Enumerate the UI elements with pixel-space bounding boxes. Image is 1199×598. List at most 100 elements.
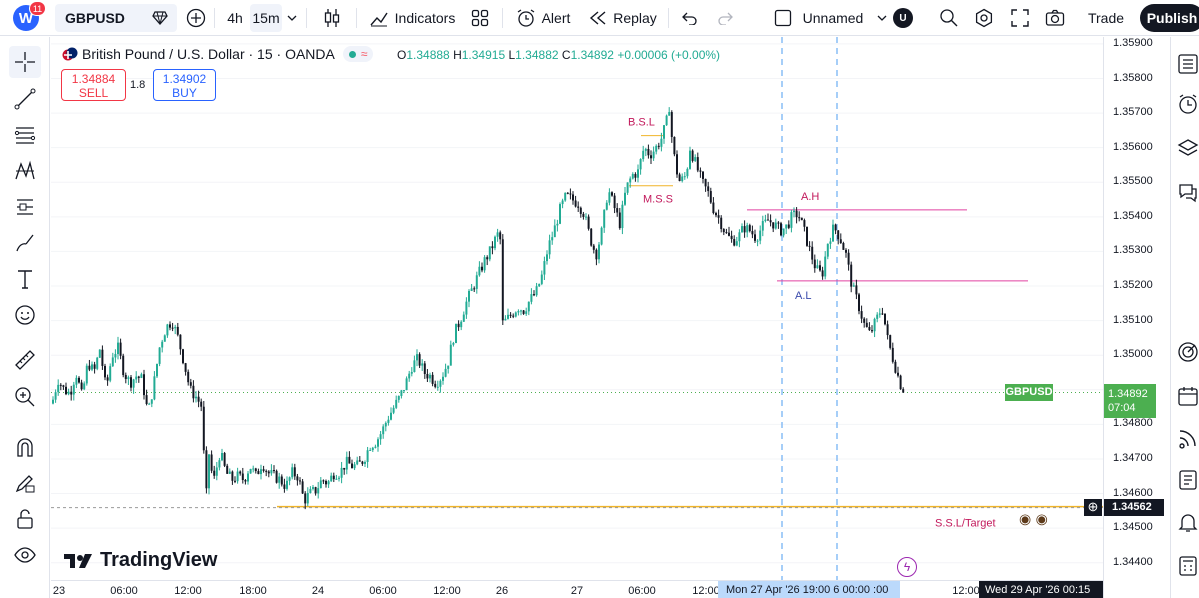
fib-tool[interactable] bbox=[9, 119, 41, 151]
candle-body bbox=[210, 454, 213, 471]
publish-button[interactable]: Publish bbox=[1140, 4, 1199, 32]
market-open-dot bbox=[348, 50, 356, 58]
symbol-description[interactable]: British Pound / U.S. Dollar · 15 · OANDA bbox=[82, 46, 335, 62]
alerts-panel-button[interactable] bbox=[1175, 91, 1199, 117]
square-icon bbox=[774, 9, 792, 27]
fib-icon bbox=[14, 127, 36, 144]
redo-button[interactable] bbox=[712, 4, 738, 32]
watchlist-button[interactable] bbox=[1175, 51, 1199, 77]
magnet-tool[interactable] bbox=[9, 431, 41, 463]
price-chart[interactable]: B.S.L M.S.S A.H A.L S.S.L/Target ◉ ◉ bbox=[51, 37, 1103, 580]
quick-search-button[interactable] bbox=[935, 4, 963, 32]
candle-body bbox=[343, 467, 346, 470]
lock-all-tool[interactable] bbox=[9, 503, 41, 535]
candle-body bbox=[616, 208, 619, 213]
candle-body bbox=[91, 364, 93, 370]
add-alert-plus-icon[interactable]: ⊕ bbox=[1084, 498, 1102, 516]
candle-body bbox=[436, 386, 439, 388]
candle-body bbox=[416, 354, 418, 361]
ideas-button[interactable] bbox=[1175, 467, 1199, 493]
fullscreen-button[interactable] bbox=[1006, 4, 1034, 32]
interval-15m-button[interactable]: 15m bbox=[250, 4, 282, 32]
layout-checkbox[interactable] bbox=[770, 4, 796, 32]
pattern-icon bbox=[15, 160, 35, 180]
candle-body bbox=[676, 154, 678, 175]
alert-button[interactable]: Alert bbox=[512, 4, 574, 32]
high-value: 1.34915 bbox=[461, 48, 506, 62]
candle-body bbox=[226, 465, 229, 474]
candle-body bbox=[546, 254, 548, 262]
ruler-tool[interactable] bbox=[9, 344, 41, 376]
candle-body bbox=[356, 460, 359, 465]
candle-body bbox=[720, 217, 723, 230]
candle-body bbox=[605, 202, 608, 210]
candle-body bbox=[598, 244, 600, 260]
candle-body bbox=[221, 453, 223, 461]
candle-body bbox=[884, 313, 886, 325]
notifications-button[interactable] bbox=[1175, 509, 1199, 535]
snapshot-button[interactable] bbox=[1041, 4, 1069, 32]
crosshair-tool[interactable] bbox=[9, 46, 41, 78]
open-label: O bbox=[397, 48, 407, 62]
help-button[interactable] bbox=[1175, 553, 1199, 579]
indicators-button[interactable]: Indicators bbox=[366, 4, 458, 32]
buy-button[interactable]: 1.34902 BUY bbox=[153, 69, 216, 101]
news-button[interactable] bbox=[1175, 425, 1199, 451]
zoom-tool[interactable] bbox=[9, 381, 41, 413]
candle-body bbox=[182, 349, 184, 364]
hotlists-button[interactable] bbox=[1175, 339, 1199, 365]
interval-4h-button[interactable]: 4h bbox=[227, 10, 243, 26]
candle-body bbox=[852, 285, 855, 287]
layout-name-button[interactable]: Unnamed bbox=[800, 4, 890, 32]
time-axis[interactable]: 23 06:00 12:00 18:00 24 06:00 12:00 26 27 06:00 12… bbox=[51, 580, 1103, 598]
projection-tool[interactable] bbox=[9, 191, 41, 223]
pattern-tool[interactable] bbox=[9, 155, 41, 187]
sell-button[interactable]: 1.34884 SELL bbox=[61, 69, 126, 101]
compare-symbol-button[interactable] bbox=[182, 4, 210, 32]
calendar-button[interactable] bbox=[1175, 383, 1199, 409]
object-tree-button[interactable] bbox=[1175, 135, 1199, 161]
candle-body bbox=[299, 480, 301, 482]
candle-body bbox=[785, 224, 788, 229]
candle-body bbox=[239, 471, 242, 474]
interval-dropdown[interactable] bbox=[284, 4, 300, 32]
candle-body bbox=[707, 186, 710, 192]
candle-body bbox=[899, 375, 902, 390]
candle-body bbox=[663, 125, 665, 139]
candle-body bbox=[418, 354, 421, 366]
emoji-tool[interactable] bbox=[9, 299, 41, 331]
settings-button[interactable] bbox=[970, 4, 998, 32]
bell-icon bbox=[1178, 514, 1198, 532]
change-value: +0.00006 (+0.00%) bbox=[617, 48, 721, 62]
trade-button[interactable]: Trade bbox=[1087, 10, 1125, 26]
templates-button[interactable] bbox=[466, 4, 494, 32]
price-axis[interactable]: 1.35900 1.35800 1.35700 1.35600 1.35500 1.354… bbox=[1103, 37, 1170, 598]
trend-line-tool[interactable] bbox=[9, 83, 41, 115]
candle-body bbox=[577, 206, 580, 208]
lock-drawing-tool[interactable] bbox=[9, 467, 41, 499]
lightning-icon[interactable]: ϟ bbox=[897, 557, 917, 577]
symbol-search[interactable]: GBPUSD bbox=[55, 4, 177, 32]
candle-body bbox=[507, 314, 509, 319]
replay-button[interactable]: Replay bbox=[588, 4, 658, 32]
user-avatar[interactable]: U bbox=[893, 8, 913, 28]
candle-body bbox=[800, 217, 803, 221]
candle-body bbox=[494, 236, 496, 249]
candle-body bbox=[691, 150, 694, 161]
hide-drawings-tool[interactable] bbox=[9, 539, 41, 571]
text-tool[interactable] bbox=[9, 263, 41, 295]
brush-tool[interactable] bbox=[9, 227, 41, 259]
candle-body bbox=[657, 145, 660, 147]
candle-body bbox=[122, 355, 125, 376]
candle-body bbox=[499, 232, 502, 240]
candle-body bbox=[629, 178, 632, 183]
candle-body bbox=[832, 224, 834, 242]
undo-button[interactable] bbox=[677, 4, 703, 32]
chart-type-button[interactable] bbox=[318, 4, 346, 32]
candle-body bbox=[72, 384, 75, 395]
tradingview-watermark[interactable]: TradingView bbox=[64, 549, 217, 572]
candle-body bbox=[460, 321, 463, 328]
broadcast-icon bbox=[1179, 430, 1196, 449]
candle-body bbox=[312, 487, 314, 489]
chats-button[interactable] bbox=[1175, 179, 1199, 205]
